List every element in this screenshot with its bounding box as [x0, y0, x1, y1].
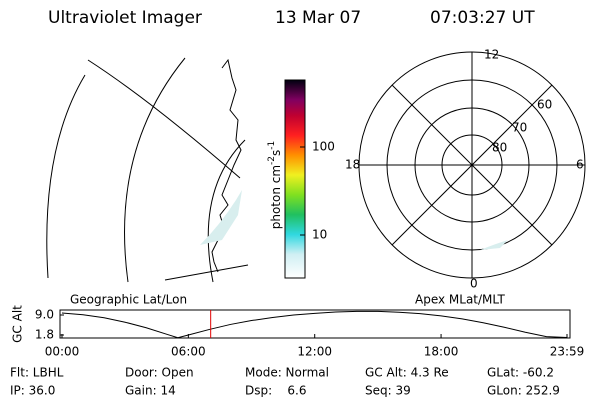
- colorbar-title: photon cm-2s-1: [267, 141, 283, 230]
- y-axis-title: GC Alt: [11, 305, 25, 343]
- mlt-label: 6: [576, 158, 584, 172]
- plot-right-title: Apex MLat/MLT: [415, 293, 505, 307]
- lat-label: 80: [492, 141, 507, 155]
- time: 07:03:27 UT: [430, 8, 535, 28]
- x-tick-label: 06:00: [171, 345, 206, 359]
- status-field: Door: Open: [125, 366, 194, 380]
- x-tick-label: 00:00: [45, 345, 80, 359]
- status-field: GC Alt: 4.3 Re: [365, 366, 449, 380]
- colorbar: [284, 79, 306, 279]
- status-field: GLon: 252.9: [487, 384, 560, 398]
- mlt-label: 12: [484, 48, 499, 62]
- mlt-label: 18: [345, 158, 360, 172]
- x-tick-label: 23:59: [550, 345, 585, 359]
- map: [46, 57, 249, 283]
- status-field: Seq: 39: [365, 384, 411, 398]
- status-field: GLat: -60.2: [487, 366, 554, 380]
- title: Ultraviolet Imager: [48, 8, 202, 28]
- plot-left-title: Geographic Lat/Lon: [70, 293, 187, 307]
- y-tick-label: 9.0: [35, 308, 54, 322]
- x-tick-label: 12:00: [297, 345, 332, 359]
- status-field: Mode: Normal: [245, 366, 329, 380]
- status-field: IP: 36.0: [10, 384, 55, 398]
- y-tick-label: 1.8: [35, 328, 54, 342]
- polar-plot: [358, 51, 586, 279]
- plot-frame: [59, 309, 571, 339]
- lat-label: 70: [512, 121, 527, 135]
- colorbar-label: 100: [312, 140, 335, 154]
- status-field: Gain: 14: [125, 384, 176, 398]
- colorbar-label: 10: [312, 228, 327, 242]
- lat-label: 60: [537, 98, 552, 112]
- date: 13 Mar 07: [275, 8, 361, 28]
- mlt-label: 0: [470, 277, 478, 291]
- x-tick-label: 18:00: [424, 345, 459, 359]
- status-field: Flt: LBHL: [10, 366, 64, 380]
- status-field: Dsp: 6.6: [245, 384, 307, 398]
- altitude-line: [61, 310, 568, 339]
